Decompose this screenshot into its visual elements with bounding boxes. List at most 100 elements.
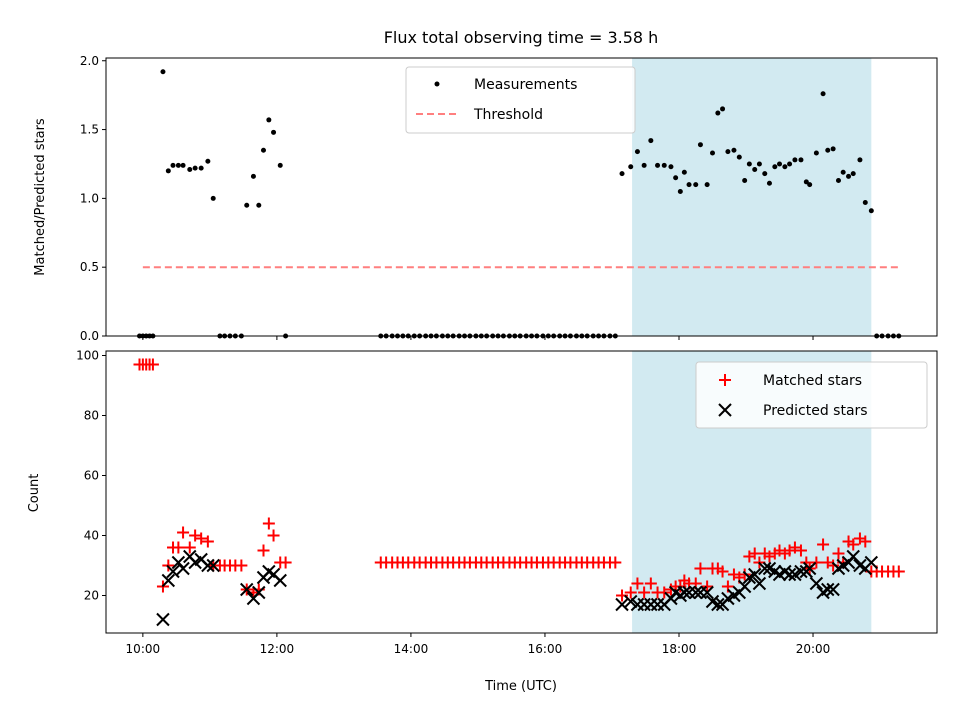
measurement-point <box>250 173 256 179</box>
measurement-point <box>655 162 661 168</box>
measurement-point <box>697 142 703 148</box>
measurement-point <box>825 147 831 153</box>
matched-point <box>748 547 761 560</box>
predicted-point <box>821 582 835 597</box>
predicted-point <box>782 567 797 582</box>
measurement-point <box>681 169 687 175</box>
y-tick-label: 0.0 <box>80 329 99 343</box>
matched-point <box>817 538 830 551</box>
measurement-point <box>170 162 176 168</box>
measurement-point <box>628 164 634 170</box>
measurement-point <box>725 149 731 155</box>
matched-point <box>694 562 707 575</box>
count-panel-frame <box>105 350 938 634</box>
legend-measurements: Measurements <box>474 77 577 93</box>
measurement-point <box>704 182 710 188</box>
matched-point <box>146 358 159 371</box>
predicted-point <box>846 549 860 564</box>
measurement-point <box>277 162 283 168</box>
measurement-point <box>641 162 647 168</box>
matched-point <box>658 586 671 599</box>
predicted-point <box>689 585 703 600</box>
measurement-point <box>798 157 804 163</box>
x-tick-label: 14:00 <box>394 642 429 656</box>
measurement-point <box>803 179 809 185</box>
ratio-x-ticks <box>142 336 814 340</box>
matched-point <box>267 529 280 542</box>
count-y-label: Count <box>27 474 42 513</box>
measurement-point <box>619 171 625 177</box>
predicted-point <box>794 564 808 579</box>
measurement-point <box>766 180 772 186</box>
ratio-panel-frame <box>105 57 938 337</box>
measurement-point <box>192 165 198 171</box>
predicted-point <box>156 612 170 627</box>
measurement-point <box>210 195 216 201</box>
predicted-point <box>700 585 714 600</box>
measurement-point <box>715 110 721 116</box>
measurement-point <box>677 188 683 194</box>
y-tick-label: 2.0 <box>80 54 99 68</box>
measurement-point <box>731 147 737 153</box>
predicted-point <box>677 585 692 600</box>
matched-point <box>201 535 214 548</box>
legend-predicted: Predicted stars <box>763 403 868 419</box>
measurement-point <box>244 202 250 208</box>
legend-matched: Matched stars <box>763 373 862 389</box>
matched-point <box>624 586 637 599</box>
predicted-point <box>802 561 817 576</box>
measurement-point <box>857 157 863 163</box>
predicted-points <box>156 549 879 627</box>
x-tick-label: 12:00 <box>260 642 295 656</box>
matched-point <box>716 565 729 578</box>
y-tick-label: 1.5 <box>80 123 99 137</box>
x-axis-label: Time (UTC) <box>484 679 557 694</box>
y-tick-label: 60 <box>84 469 99 483</box>
y-tick-label: 0.5 <box>80 260 99 274</box>
measurement-point <box>752 166 758 172</box>
x-tick-label: 10:00 <box>126 642 161 656</box>
predicted-point <box>711 597 725 612</box>
predicted-point <box>166 564 180 579</box>
predicted-point <box>748 567 762 582</box>
measurement-point <box>846 173 852 179</box>
measurement-point <box>693 182 699 188</box>
measurement-point <box>175 162 181 168</box>
predicted-point <box>826 582 840 597</box>
measurement-point <box>772 164 778 170</box>
measurement-point <box>686 182 692 188</box>
measurement-point <box>668 164 674 170</box>
predicted-point <box>624 594 638 609</box>
observing-span <box>632 58 872 336</box>
matched-point <box>177 526 190 539</box>
measurement-points <box>137 69 902 339</box>
x-tick-label: 16:00 <box>528 642 563 656</box>
matched-point <box>859 535 872 548</box>
matched-point <box>788 541 801 554</box>
matched-point <box>189 529 202 542</box>
predicted-point <box>615 597 629 612</box>
matched-point <box>794 544 807 557</box>
count-panel: 20 40 60 80 100 10:00 12:00 14:00 16:00 18:00 20:… <box>27 349 938 694</box>
predicted-point <box>809 576 824 591</box>
matched-point <box>832 547 845 560</box>
legend-predicted-marker <box>718 403 732 417</box>
ratio-y-ticks: 0.0 0.5 1.0 1.5 2.0 <box>80 54 106 343</box>
ratio-panel: 0.00.51.01.52.0 Matched/Predicted stars … <box>33 54 938 343</box>
matched-point <box>631 577 644 590</box>
measurement-point <box>198 165 204 171</box>
matched-point <box>827 559 840 572</box>
measurement-point <box>862 200 868 206</box>
matched-point <box>892 565 905 578</box>
measurement-point <box>736 154 742 160</box>
legend-matched-marker <box>719 374 731 386</box>
measurement-point <box>868 208 874 214</box>
predicted-point <box>752 576 767 591</box>
matched-point <box>810 556 823 569</box>
measurement-point <box>807 182 813 188</box>
y-tick-label: 100 <box>76 349 99 363</box>
measurement-point <box>762 171 768 177</box>
matched-point <box>279 556 292 569</box>
ratio-legend: Measurements Threshold <box>405 66 636 134</box>
